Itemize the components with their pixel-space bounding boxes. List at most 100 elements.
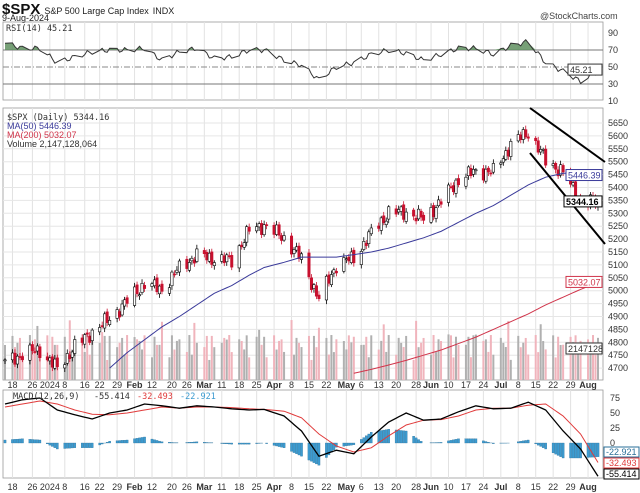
x-tick-label: 15 [531, 380, 541, 390]
rsi-tick-label: 30 [608, 79, 618, 89]
volume-bar [195, 342, 198, 380]
macd-histogram-bar [474, 438, 478, 444]
candle-body [28, 344, 32, 361]
hist-value: -22.921 [606, 447, 637, 457]
rsi-line [4, 39, 599, 85]
volume-bar [83, 352, 86, 380]
price-tick-label: 4950 [608, 299, 628, 309]
macd-histogram-bar [170, 442, 174, 444]
candle-body [20, 356, 24, 361]
price-last-box [563, 195, 603, 208]
volume-bar [597, 337, 599, 380]
volume-bar [370, 335, 373, 380]
candle-body [327, 274, 331, 284]
candle-body [295, 246, 299, 251]
candle-body [362, 241, 366, 250]
macd-histogram-bar [242, 442, 246, 445]
macd-histogram-bar [452, 439, 455, 444]
volume-bar [265, 357, 268, 380]
x-tick-label: 6 [359, 380, 364, 390]
macd-histogram-bar [203, 442, 206, 444]
candle-body [245, 226, 249, 243]
volume-bar [86, 335, 89, 380]
candle-body [262, 224, 266, 236]
macd-histogram-bar [325, 442, 328, 458]
candle-body [227, 255, 231, 258]
candle-body [222, 255, 226, 264]
macd-histogram-bar [591, 442, 595, 458]
macd-tick-label: 75 [610, 393, 620, 403]
macd-histogram-bar [399, 430, 403, 444]
hist-value-box [603, 446, 640, 458]
volume-bar [572, 342, 575, 380]
macd-histogram-bar [526, 439, 530, 444]
volume-bar [325, 337, 328, 380]
macd-histogram-bar [280, 442, 283, 448]
x-tick-label: 20 [167, 380, 177, 390]
candle-body [190, 257, 194, 262]
macd-tick-label: 25 [610, 423, 620, 433]
macd-line [4, 397, 599, 477]
candle-body [255, 226, 259, 232]
candle-body [414, 217, 418, 222]
candle-body [297, 245, 301, 259]
volume-bar [489, 335, 492, 380]
macd-histogram-bar [307, 442, 311, 461]
volume-bar [158, 344, 161, 380]
macd-histogram-bar [362, 437, 366, 444]
candle-body [160, 283, 164, 292]
volume-bar [415, 320, 418, 380]
macd-histogram-bar [384, 429, 388, 444]
volume-bar [126, 335, 129, 380]
macd-histogram-bar [3, 439, 7, 444]
candle-body [434, 207, 438, 219]
candle-body [544, 148, 548, 166]
ma50-line [109, 172, 599, 369]
macd-histogram-bar [135, 438, 139, 444]
macd-histogram-bar [108, 441, 111, 444]
candle-body [364, 242, 368, 246]
candle-body [63, 364, 67, 369]
candle-body [486, 167, 490, 173]
x-tick-label: Jun [423, 482, 439, 492]
macd-histogram-bar [33, 439, 37, 444]
volume-bar [193, 322, 196, 380]
volume-bar [402, 347, 405, 380]
volume-bar [332, 352, 335, 380]
macd-histogram-bar [188, 442, 191, 444]
candle-body [108, 320, 112, 325]
volume-bar [295, 337, 298, 380]
candle-body [422, 214, 426, 221]
candle-body [187, 262, 191, 271]
macd-histogram-bar [402, 430, 405, 444]
volume-bar [342, 340, 345, 380]
candle-body [48, 357, 52, 362]
volume-bar [310, 359, 313, 380]
volume-bar [484, 339, 487, 380]
macd-histogram-bar [292, 442, 296, 453]
candle-body [481, 168, 485, 181]
candle-body [469, 168, 473, 176]
macd-legend-value: -55.414 [94, 392, 130, 402]
candle-body [185, 258, 189, 269]
macd-histogram-bar [327, 442, 331, 456]
macd-histogram-bar [484, 441, 488, 444]
volume-bar [430, 354, 433, 380]
candle-body [133, 286, 137, 306]
candle-body [210, 251, 214, 265]
volume-bar [63, 336, 66, 380]
candle-body [275, 224, 279, 235]
volume-bar [228, 335, 231, 380]
candle-body [432, 205, 436, 217]
candle-body [100, 325, 104, 327]
candle-body [150, 283, 154, 287]
macd-histogram-bar [190, 441, 194, 444]
volume-bar [554, 357, 557, 380]
macd-histogram-bar [332, 442, 336, 450]
price-tick-label: 5100 [608, 260, 628, 270]
volume-bar [175, 340, 178, 380]
volume-bar [173, 349, 176, 380]
credit: @StockCharts.com [540, 11, 618, 21]
volume-bar [106, 359, 109, 380]
